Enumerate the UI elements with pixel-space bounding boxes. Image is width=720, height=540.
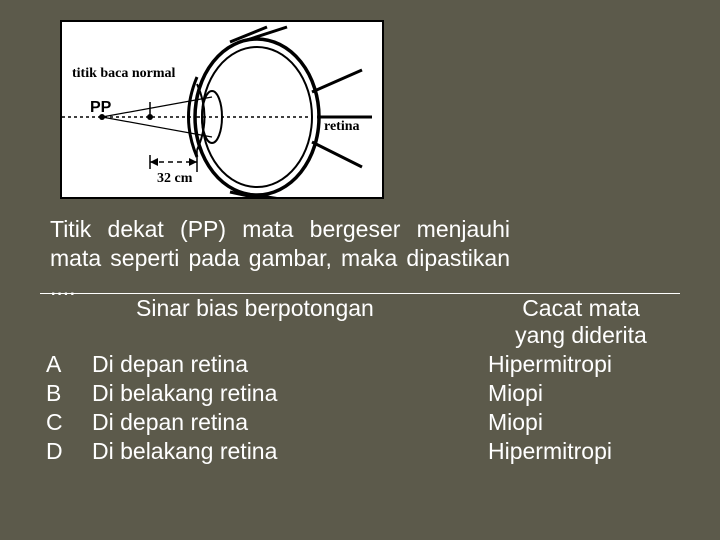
row-cacat: Hipermitropi [482, 437, 680, 466]
row-letter: C [40, 408, 86, 437]
label-titik: titik baca normal [72, 66, 176, 81]
label-pp: PP [90, 99, 112, 116]
eye-diagram: titik baca normal PP retina 32 cm [60, 20, 384, 199]
table-row: C Di depan retina Miopi [40, 408, 680, 437]
label-retina: retina [324, 119, 360, 134]
answer-table: Sinar bias berpotongan Cacat mata yang d… [40, 293, 680, 466]
header-cacat: Cacat mata yang diderita [482, 294, 680, 350]
question-text: Titik dekat (PP) mata bergeser menjauhi … [50, 215, 510, 301]
header-cacat-l1: Cacat mata [522, 295, 640, 321]
row-sinar: Di belakang retina [86, 379, 482, 408]
row-cacat: Miopi [482, 408, 680, 437]
table-row: A Di depan retina Hipermitropi [40, 350, 680, 379]
table-row: B Di belakang retina Miopi [40, 379, 680, 408]
row-letter: B [40, 379, 86, 408]
table-row: D Di belakang retina Hipermitropi [40, 437, 680, 466]
row-letter: A [40, 350, 86, 379]
row-cacat: Miopi [482, 379, 680, 408]
row-sinar: Di belakang retina [86, 437, 482, 466]
eye-diagram-svg: titik baca normal PP retina 32 cm [62, 22, 382, 197]
table-header-row: Sinar bias berpotongan Cacat mata yang d… [40, 294, 680, 350]
header-cacat-l2: yang diderita [515, 322, 647, 348]
row-sinar: Di depan retina [86, 408, 482, 437]
label-distance: 32 cm [157, 171, 193, 186]
row-letter: D [40, 437, 86, 466]
row-cacat: Hipermitropi [482, 350, 680, 379]
row-sinar: Di depan retina [86, 350, 482, 379]
header-sinar: Sinar bias berpotongan [86, 294, 482, 350]
